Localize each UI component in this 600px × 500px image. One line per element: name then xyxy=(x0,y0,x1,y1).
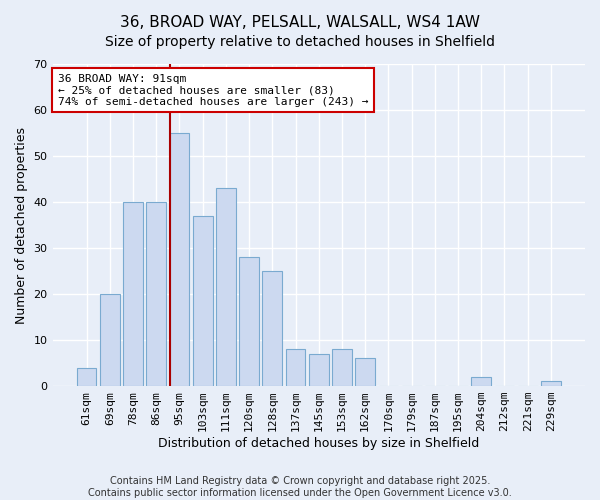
Bar xyxy=(193,216,212,386)
Bar xyxy=(146,202,166,386)
Bar xyxy=(239,257,259,386)
Bar xyxy=(170,133,190,386)
Bar xyxy=(123,202,143,386)
Text: 36 BROAD WAY: 91sqm
← 25% of detached houses are smaller (83)
74% of semi-detach: 36 BROAD WAY: 91sqm ← 25% of detached ho… xyxy=(58,74,368,107)
X-axis label: Distribution of detached houses by size in Shelfield: Distribution of detached houses by size … xyxy=(158,437,479,450)
Bar xyxy=(309,354,329,386)
Bar xyxy=(100,294,119,386)
Y-axis label: Number of detached properties: Number of detached properties xyxy=(15,126,28,324)
Bar xyxy=(355,358,375,386)
Text: 36, BROAD WAY, PELSALL, WALSALL, WS4 1AW: 36, BROAD WAY, PELSALL, WALSALL, WS4 1AW xyxy=(120,15,480,30)
Text: Size of property relative to detached houses in Shelfield: Size of property relative to detached ho… xyxy=(105,35,495,49)
Bar xyxy=(77,368,97,386)
Bar xyxy=(286,350,305,386)
Bar xyxy=(332,350,352,386)
Bar xyxy=(472,377,491,386)
Bar xyxy=(541,382,561,386)
Bar xyxy=(216,188,236,386)
Bar xyxy=(262,271,282,386)
Text: Contains HM Land Registry data © Crown copyright and database right 2025.
Contai: Contains HM Land Registry data © Crown c… xyxy=(88,476,512,498)
